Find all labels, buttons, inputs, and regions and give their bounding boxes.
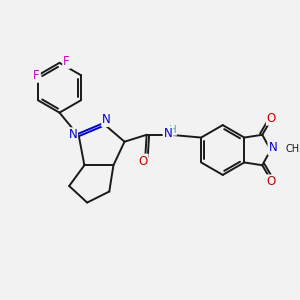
- Text: N: N: [268, 141, 277, 154]
- Text: F: F: [33, 69, 40, 82]
- Text: N: N: [164, 127, 172, 140]
- Text: CH₃: CH₃: [286, 144, 300, 154]
- Text: H: H: [169, 125, 176, 135]
- Text: O: O: [138, 154, 148, 168]
- Text: F: F: [63, 55, 70, 68]
- Text: O: O: [267, 112, 276, 125]
- Text: O: O: [267, 175, 276, 188]
- Text: N: N: [102, 113, 111, 126]
- Text: N: N: [68, 128, 77, 141]
